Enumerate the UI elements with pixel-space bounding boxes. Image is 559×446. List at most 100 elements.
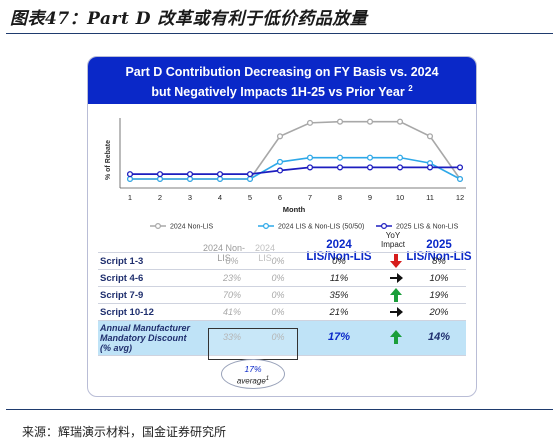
y-axis-label: % of Rebate: [105, 140, 112, 180]
series-point-2: [456, 164, 464, 171]
series-point-2: [126, 171, 134, 178]
series-line-1: [130, 156, 461, 180]
header-2025-lis-nonlis: 2025 LIS/Non-LIS: [406, 239, 472, 263]
2024-columns-highlight-box: [208, 328, 298, 360]
cell-2024-nonlis: 23%: [222, 273, 241, 283]
series-point-1: [276, 158, 284, 165]
summary-label-line-2: Mandatory Discount: [100, 333, 187, 343]
series-point-1: [366, 154, 374, 161]
series-point-2: [156, 171, 164, 178]
table-row: Script 1-3 0% 0% 0% 8%: [98, 252, 466, 270]
yoy-down-arrow: [390, 254, 402, 268]
cell-2025-lis-nonlis: 19%: [429, 290, 449, 301]
x-tick-labels: 1 2 3 4 5 6 7 8 9 10 11 12: [128, 193, 464, 202]
cell-2024-lis-nonlis: 11%: [329, 273, 349, 284]
series-point-1: [336, 154, 344, 161]
yoy-neutral-arrow: [390, 273, 403, 283]
table-row: Script 10-12 41% 0% 21% 20%: [98, 303, 466, 321]
series-point-2: [246, 171, 254, 178]
average-label: average1: [222, 374, 284, 387]
summary-yoy-up-arrow: [390, 330, 402, 344]
series-point-1: [216, 175, 224, 183]
cell-2024-nonlis: 41%: [222, 307, 241, 317]
top-rule: [6, 33, 553, 34]
cell-2025-lis-nonlis: 20%: [429, 307, 449, 318]
banner-line-2: but Negatively Impacts 1H-25 vs Prior Ye…: [88, 81, 476, 101]
cell-2025-lis-nonlis: 10%: [429, 273, 449, 284]
cell-2025-lis-nonlis: 8%: [432, 256, 446, 267]
series-point-2: [426, 164, 434, 171]
header-2024-nonlis: 2024 Non-LIS: [202, 243, 246, 263]
legend-marker-0: [154, 222, 161, 229]
x-tick-label: 5: [248, 193, 252, 202]
series-point-2: [306, 164, 314, 171]
summary-label-line-3: (% avg): [100, 343, 133, 353]
x-tick-label: 2: [158, 193, 162, 202]
cell-2024-lis: 0%: [271, 273, 285, 283]
summary-2025-lis-nonlis: 14%: [427, 331, 451, 343]
series-point-1: [246, 175, 254, 183]
x-tick-label: 4: [218, 193, 222, 202]
average-note: 17% average1: [221, 359, 285, 389]
x-tick-label: 1: [128, 193, 132, 202]
cell-2024-lis-nonlis: 0%: [332, 256, 346, 267]
row-label: Script 4-6: [100, 273, 144, 284]
table-row: Script 7-9 70% 0% 35% 19%: [98, 286, 466, 304]
series-point-2: [336, 164, 344, 171]
legend-marker-1: [263, 222, 270, 229]
summary-label-line-1: Annual Manufacturer: [100, 323, 191, 333]
summary-row: Annual Manufacturer Mandatory Discount (…: [98, 320, 466, 356]
average-value: 17%: [244, 364, 262, 374]
header-yoy-impact: YoY Impact: [380, 231, 405, 249]
slide-banner: Part D Contribution Decreasing on FY Bas…: [88, 57, 476, 104]
summary-2024-lis-nonlis: 17%: [327, 331, 351, 343]
cell-2024-nonlis: 0%: [225, 256, 239, 266]
x-axis-label: Month: [283, 205, 306, 214]
legend-label-0: 2024 Non-LIS: [170, 224, 214, 231]
series-point-2: [366, 164, 374, 171]
header-2024-lis-nonlis: 2024 LIS/Non-LIS: [306, 239, 372, 263]
series-point-0: [306, 119, 314, 126]
cell-2024-lis-nonlis: 35%: [329, 290, 349, 301]
cell-2024-lis: 0%: [271, 290, 285, 300]
row-label: Script 10-12: [100, 307, 154, 318]
series-point-0: [276, 133, 284, 140]
table-row: Script 4-6 23% 0% 11% 10%: [98, 269, 466, 287]
yoy-up-arrow: [390, 288, 402, 302]
series-point-0: [336, 118, 344, 125]
x-tick-label: 7: [308, 193, 312, 202]
x-tick-label: 12: [456, 193, 464, 202]
summary-2024-nonlis: 33%: [222, 332, 241, 342]
x-tick-label: 6: [278, 193, 282, 202]
cell-2024-nonlis: 70%: [222, 290, 241, 300]
legend-marker-2: [381, 222, 388, 229]
series-point-1: [126, 175, 134, 183]
series-point-2: [186, 171, 194, 178]
series-point-2: [396, 164, 404, 171]
series-point-2: [276, 167, 284, 174]
cell-2024-lis: 0%: [271, 307, 285, 317]
series-point-1: [306, 154, 314, 161]
x-tick-label: 8: [338, 193, 342, 202]
average-text: average: [236, 376, 266, 386]
cell-2024-lis-nonlis: 21%: [329, 307, 349, 318]
figure-title: 图表47：Part D 改革或有利于低价药品放量: [10, 9, 368, 29]
banner-line-2-text: but Negatively Impacts 1H-25 vs Prior Ye…: [151, 84, 405, 99]
series-point-1: [456, 175, 464, 183]
series-group: [126, 118, 464, 183]
header-2024-nonlis-text: 2024 Non-LIS: [202, 243, 246, 263]
series-line-2: [130, 166, 460, 176]
series-point-0: [366, 118, 374, 125]
source-note: 来源：辉瑞演示材料，国金证券研究所: [22, 425, 227, 439]
legend-label-2: 2025 LIS & Non-LIS: [396, 224, 459, 231]
banner-line-1: Part D Contribution Decreasing on FY Bas…: [125, 65, 439, 79]
yoy-neutral-arrow: [390, 307, 403, 317]
x-tick-label: 11: [426, 193, 434, 202]
slide-panel: Part D Contribution Decreasing on FY Bas…: [87, 56, 477, 397]
series-point-1: [186, 175, 194, 183]
series-line-0: [130, 120, 461, 180]
x-tick-label: 9: [368, 193, 372, 202]
series-point-0: [426, 133, 434, 140]
series-point-1: [396, 154, 404, 161]
header-2024-lis: 2024 LIS: [248, 243, 282, 263]
